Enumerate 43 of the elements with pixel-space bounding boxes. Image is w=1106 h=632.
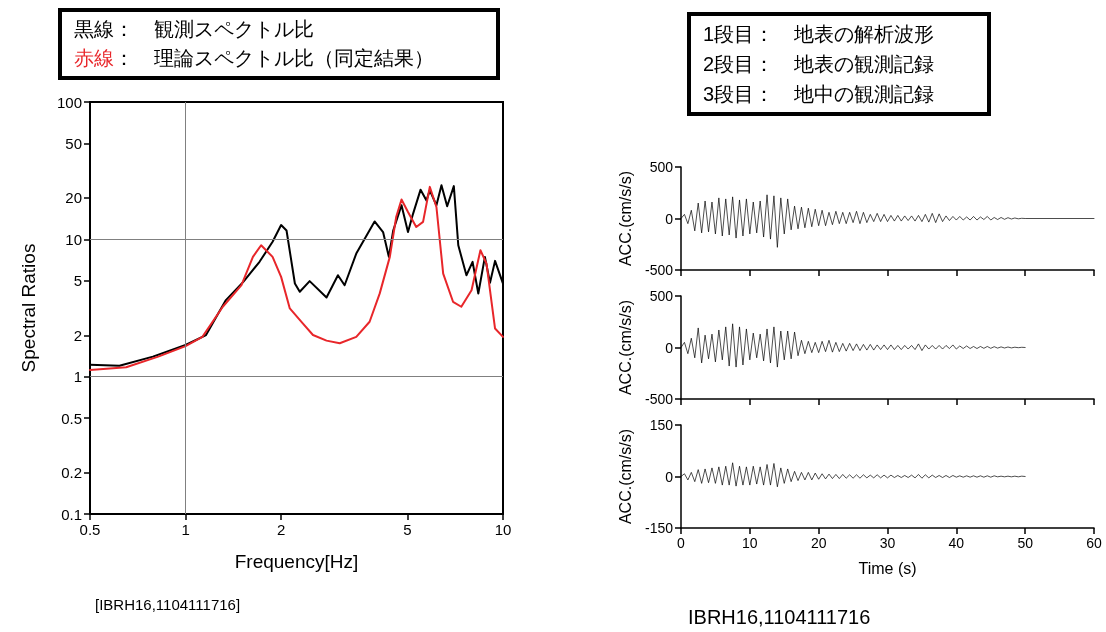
y-tick-label: 1 — [73, 368, 82, 386]
text: 黒線： 観測スペクトル比 — [74, 17, 315, 42]
y-tick-label: -500 — [644, 262, 674, 278]
text: 2段目： 地表の観測記録 — [703, 52, 936, 77]
y-tick-label: 0 — [665, 339, 674, 356]
y-axis-title: Spectral Ratios — [18, 243, 39, 373]
y-tick-label: 0 — [665, 468, 674, 485]
y-axis-title: ACC.(cm/s/s) — [616, 299, 634, 396]
y-tick-label: 20 — [65, 189, 82, 207]
y-tick-label: 500 — [649, 288, 674, 304]
x-tick-label: 40 — [948, 535, 965, 551]
x-axis-title: Frequency[Hz] — [234, 551, 359, 572]
text: [IBRH16,1104111716] — [95, 596, 241, 613]
y-tick-label: 10 — [65, 230, 82, 248]
x-tick-label: 2 — [276, 521, 286, 538]
y-tick-label: 0.1 — [61, 505, 82, 523]
x-axis-title: Time (s) — [858, 559, 917, 577]
x-tick-label: 0 — [677, 535, 686, 551]
x-tick-label: 10 — [742, 535, 758, 551]
y-tick-label: 0 — [665, 210, 674, 227]
y-tick-label: -500 — [644, 391, 674, 407]
text: 3段目： 地中の観測記録 — [703, 82, 936, 107]
y-tick-label: -150 — [644, 520, 674, 536]
x-tick-label: 50 — [1017, 535, 1034, 551]
text: IBRH16,1104111716 — [688, 606, 871, 629]
y-tick-label: 100 — [56, 93, 82, 111]
y-axis-title: ACC.(cm/s/s) — [616, 428, 634, 525]
y-tick-label: 150 — [649, 417, 674, 433]
y-tick-label: 5 — [73, 272, 82, 290]
y-axis-title: ACC.(cm/s/s) — [616, 170, 634, 267]
y-tick-label: 50 — [65, 134, 82, 152]
x-tick-label: 20 — [810, 535, 827, 551]
y-tick-label: 2 — [73, 326, 82, 344]
text: 赤線： 理論スペクトル比（同定結果） — [74, 46, 435, 71]
x-tick-label: 60 — [1086, 535, 1102, 551]
y-tick-label: 500 — [649, 159, 674, 175]
y-tick-label: 0.2 — [61, 464, 82, 482]
y-tick-label: 0.5 — [61, 409, 82, 427]
x-tick-label: 10 — [494, 521, 512, 538]
x-tick-label: 5 — [403, 521, 412, 538]
x-tick-label: 30 — [879, 535, 896, 551]
x-tick-label: 1 — [181, 521, 190, 538]
text: 1段目： 地表の解析波形 — [703, 22, 936, 47]
